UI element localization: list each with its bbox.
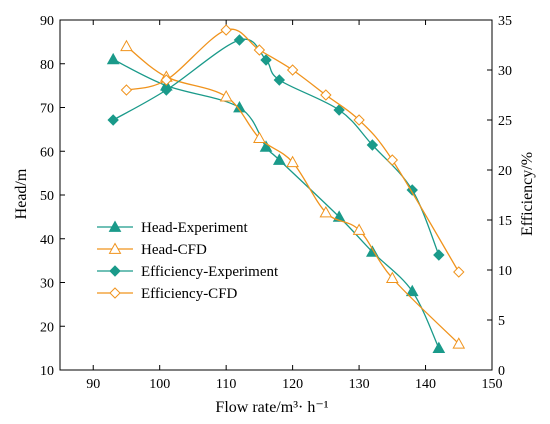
legend-marker bbox=[109, 265, 121, 277]
data-point bbox=[385, 271, 399, 284]
series-1 bbox=[120, 39, 466, 349]
y-right-tick-label: 20 bbox=[498, 164, 512, 179]
y-left-tick-label: 30 bbox=[40, 277, 54, 292]
data-point bbox=[432, 341, 446, 354]
data-point bbox=[286, 155, 299, 168]
legend: Head-Experiment Head-CFD Efficiency-Experi… bbox=[97, 220, 279, 302]
legend-label: Efficiency-Experiment bbox=[141, 264, 279, 280]
data-point bbox=[319, 205, 333, 218]
data-point bbox=[106, 52, 120, 65]
legend-entry: Efficiency-Experiment bbox=[97, 264, 279, 280]
data-point bbox=[452, 337, 466, 349]
legend-label: Efficiency-CFD bbox=[141, 286, 238, 302]
data-point bbox=[253, 131, 266, 144]
legend-label: Head-CFD bbox=[141, 242, 207, 258]
x-tick-label: 100 bbox=[149, 377, 170, 392]
y-right-tick-label: 15 bbox=[498, 214, 512, 229]
data-point bbox=[386, 154, 399, 166]
data-point bbox=[366, 139, 379, 151]
y-left-tick-label: 10 bbox=[40, 364, 54, 379]
y-left-tick-label: 90 bbox=[40, 14, 54, 29]
y-left-tick-label: 50 bbox=[40, 189, 54, 204]
data-point bbox=[320, 89, 332, 101]
y-left-tick-label: 40 bbox=[40, 233, 54, 248]
data-point bbox=[453, 266, 465, 278]
data-point bbox=[353, 114, 365, 126]
legend-marker bbox=[109, 287, 121, 299]
y-right-tick-label: 5 bbox=[498, 314, 505, 329]
ticks-layer: 90 100 110 120 130 140 150 10 20 30 40 50 60 70 80 90 0 5… bbox=[40, 14, 512, 392]
series-line bbox=[112, 58, 440, 349]
x-tick-label: 110 bbox=[216, 377, 236, 392]
x-axis-title: Flow rate/m³· h⁻¹ bbox=[215, 399, 328, 416]
series-layer bbox=[106, 24, 466, 354]
y-right-tick-label: 0 bbox=[498, 364, 505, 379]
data-point bbox=[219, 90, 233, 102]
data-point bbox=[253, 44, 266, 56]
legend-entry: Head-CFD bbox=[97, 242, 207, 258]
data-point bbox=[259, 140, 273, 152]
data-point bbox=[120, 39, 133, 52]
y-left-tick-label: 80 bbox=[40, 58, 54, 73]
x-tick-label: 90 bbox=[86, 377, 100, 392]
x-tick-label: 120 bbox=[282, 377, 303, 392]
plot-area-border bbox=[59, 19, 493, 371]
y-axis-title-right: Efficiency/% bbox=[519, 152, 536, 236]
series-0 bbox=[106, 52, 446, 354]
data-point bbox=[273, 74, 286, 86]
data-point bbox=[333, 104, 345, 116]
y-right-tick-label: 30 bbox=[498, 64, 512, 79]
data-point bbox=[160, 74, 173, 86]
y-left-tick-label: 20 bbox=[40, 320, 54, 335]
y-left-tick-label: 70 bbox=[40, 102, 54, 117]
legend-entry: Efficiency-CFD bbox=[97, 286, 238, 302]
data-point bbox=[107, 114, 119, 126]
data-point bbox=[220, 24, 232, 36]
data-point bbox=[286, 64, 299, 76]
legend-label: Head-Experiment bbox=[141, 220, 248, 236]
y-right-tick-label: 35 bbox=[498, 14, 512, 29]
data-point bbox=[433, 249, 445, 261]
y-right-tick-label: 25 bbox=[498, 114, 512, 129]
x-tick-label: 150 bbox=[482, 377, 503, 392]
plot-frame bbox=[59, 19, 493, 371]
legend-entry: Head-Experiment bbox=[97, 220, 248, 236]
x-tick-label: 140 bbox=[415, 377, 436, 392]
data-point bbox=[260, 54, 272, 66]
data-point bbox=[120, 84, 133, 96]
data-point bbox=[160, 84, 173, 96]
y-left-tick-label: 60 bbox=[40, 145, 54, 160]
data-point bbox=[272, 153, 286, 165]
series-3 bbox=[120, 24, 465, 278]
data-point bbox=[405, 284, 419, 297]
x-tick-label: 130 bbox=[349, 377, 370, 392]
data-point bbox=[352, 223, 366, 235]
legend-marker bbox=[108, 242, 122, 254]
data-point bbox=[233, 34, 246, 46]
legend-marker bbox=[108, 220, 122, 232]
y-right-tick-label: 10 bbox=[498, 264, 512, 279]
y-axis-title-left: Head/m bbox=[13, 168, 30, 219]
